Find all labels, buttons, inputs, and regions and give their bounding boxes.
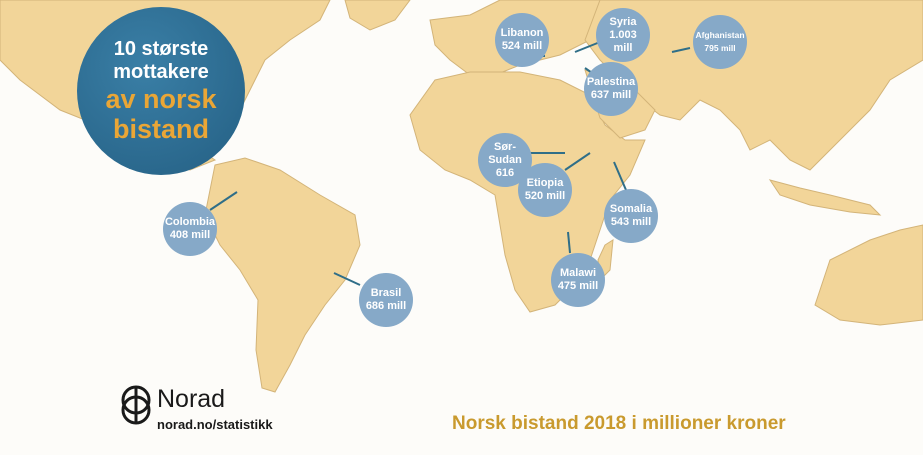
- recipient-bubble: Libanon 524 mill: [495, 13, 549, 67]
- recipient-name: Libanon: [500, 27, 544, 39]
- recipient-bubble: Palestina 637 mill: [584, 62, 638, 116]
- recipient-bubble: Syria 1.003 mill: [596, 8, 650, 62]
- recipient-name: Somalia: [609, 203, 653, 215]
- caption: Norsk bistand 2018 i millioner kroner: [452, 413, 786, 434]
- recipient-bubble: Afghanistan 795 mill: [693, 15, 747, 69]
- recipient-name: Brasil: [370, 287, 402, 299]
- title-badge: 10 største mottakere av norsk bistand: [77, 7, 245, 175]
- australia: [814, 224, 923, 326]
- recipient-name: Colombia: [164, 216, 216, 228]
- logo-url: norad.no/statistikk: [157, 417, 273, 432]
- recipient-name: Palestina: [586, 76, 636, 88]
- recipient-bubble: Etiopia 520 mill: [518, 163, 572, 217]
- leader-line: [574, 41, 601, 53]
- recipient-name: Afghanistan: [695, 30, 745, 40]
- recipient-amount: 616: [495, 166, 515, 179]
- recipient-amount: 475 mill: [557, 280, 599, 292]
- leader-line: [567, 231, 571, 254]
- leader-line: [564, 152, 591, 171]
- recipient-amount: 543 mill: [610, 216, 652, 228]
- recipient-amount: 1.003 mill: [609, 28, 637, 54]
- indonesia: [768, 179, 882, 216]
- leader-line: [671, 47, 691, 53]
- title-line: 10 største: [113, 38, 209, 60]
- title-line: bistand: [112, 114, 209, 144]
- recipient-bubble: Brasil 686 mill: [359, 273, 413, 327]
- logo-name: Norad: [157, 385, 226, 413]
- title-line: av norsk: [105, 84, 217, 114]
- recipient-bubble: Somalia 543 mill: [604, 189, 658, 243]
- recipient-name: Syria: [609, 15, 637, 28]
- greenland: [344, 0, 411, 31]
- recipient-bubble: Malawi 475 mill: [551, 253, 605, 307]
- recipient-name: Malawi: [559, 267, 597, 279]
- recipient-name: Etiopia: [526, 177, 564, 189]
- recipient-amount: 686 mill: [365, 300, 407, 312]
- recipient-name: Sør-Sudan: [488, 140, 522, 166]
- recipient-bubble: Colombia 408 mill: [163, 202, 217, 256]
- leader-line: [209, 191, 238, 211]
- leader-line: [333, 272, 361, 286]
- south-america: [204, 157, 361, 393]
- leader-line: [613, 161, 627, 191]
- title-line: mottakere: [113, 61, 209, 83]
- recipient-amount: 637 mill: [590, 89, 632, 101]
- norad-logo-mark: [121, 385, 151, 425]
- recipient-amount: 795 mill: [704, 43, 736, 53]
- recipient-amount: 408 mill: [169, 229, 211, 241]
- recipient-amount: 524 mill: [501, 40, 543, 52]
- recipient-amount: 520 mill: [524, 190, 566, 202]
